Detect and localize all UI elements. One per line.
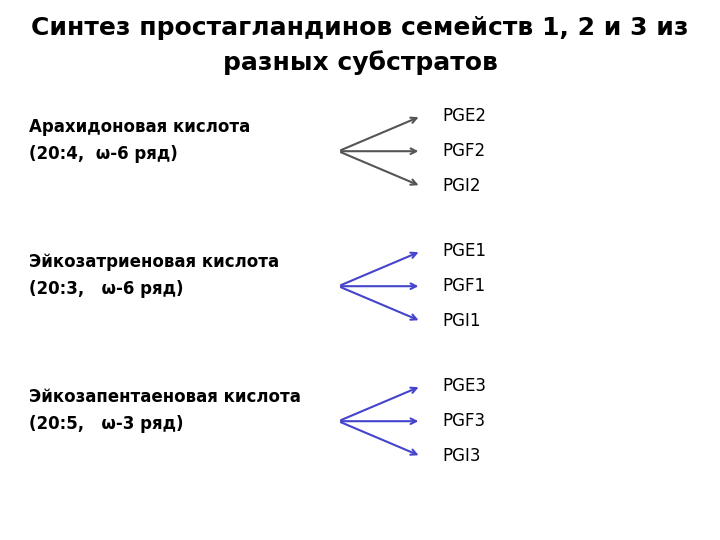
Text: PGE2: PGE2 [443,107,487,125]
Text: PGF3: PGF3 [443,412,486,430]
Text: PGE3: PGE3 [443,377,487,395]
Text: Эйкозатриеновая кислота
(20:3,   ω-6 ряд): Эйкозатриеновая кислота (20:3, ω-6 ряд) [29,253,279,298]
Text: PGF1: PGF1 [443,277,486,295]
Text: PGI2: PGI2 [443,177,481,195]
Text: Арахидоновая кислота
(20:4,  ω-6 ряд): Арахидоновая кислота (20:4, ω-6 ряд) [29,118,250,163]
Text: PGE1: PGE1 [443,242,487,260]
Text: PGF2: PGF2 [443,142,486,160]
Text: Синтез простагландинов семейств 1, 2 и 3 из
разных субстратов: Синтез простагландинов семейств 1, 2 и 3… [31,16,689,75]
Text: PGI3: PGI3 [443,447,481,465]
Text: PGI1: PGI1 [443,312,481,330]
Text: Эйкозапентаеновая кислота
(20:5,   ω-3 ряд): Эйкозапентаеновая кислота (20:5, ω-3 ряд… [29,388,301,433]
